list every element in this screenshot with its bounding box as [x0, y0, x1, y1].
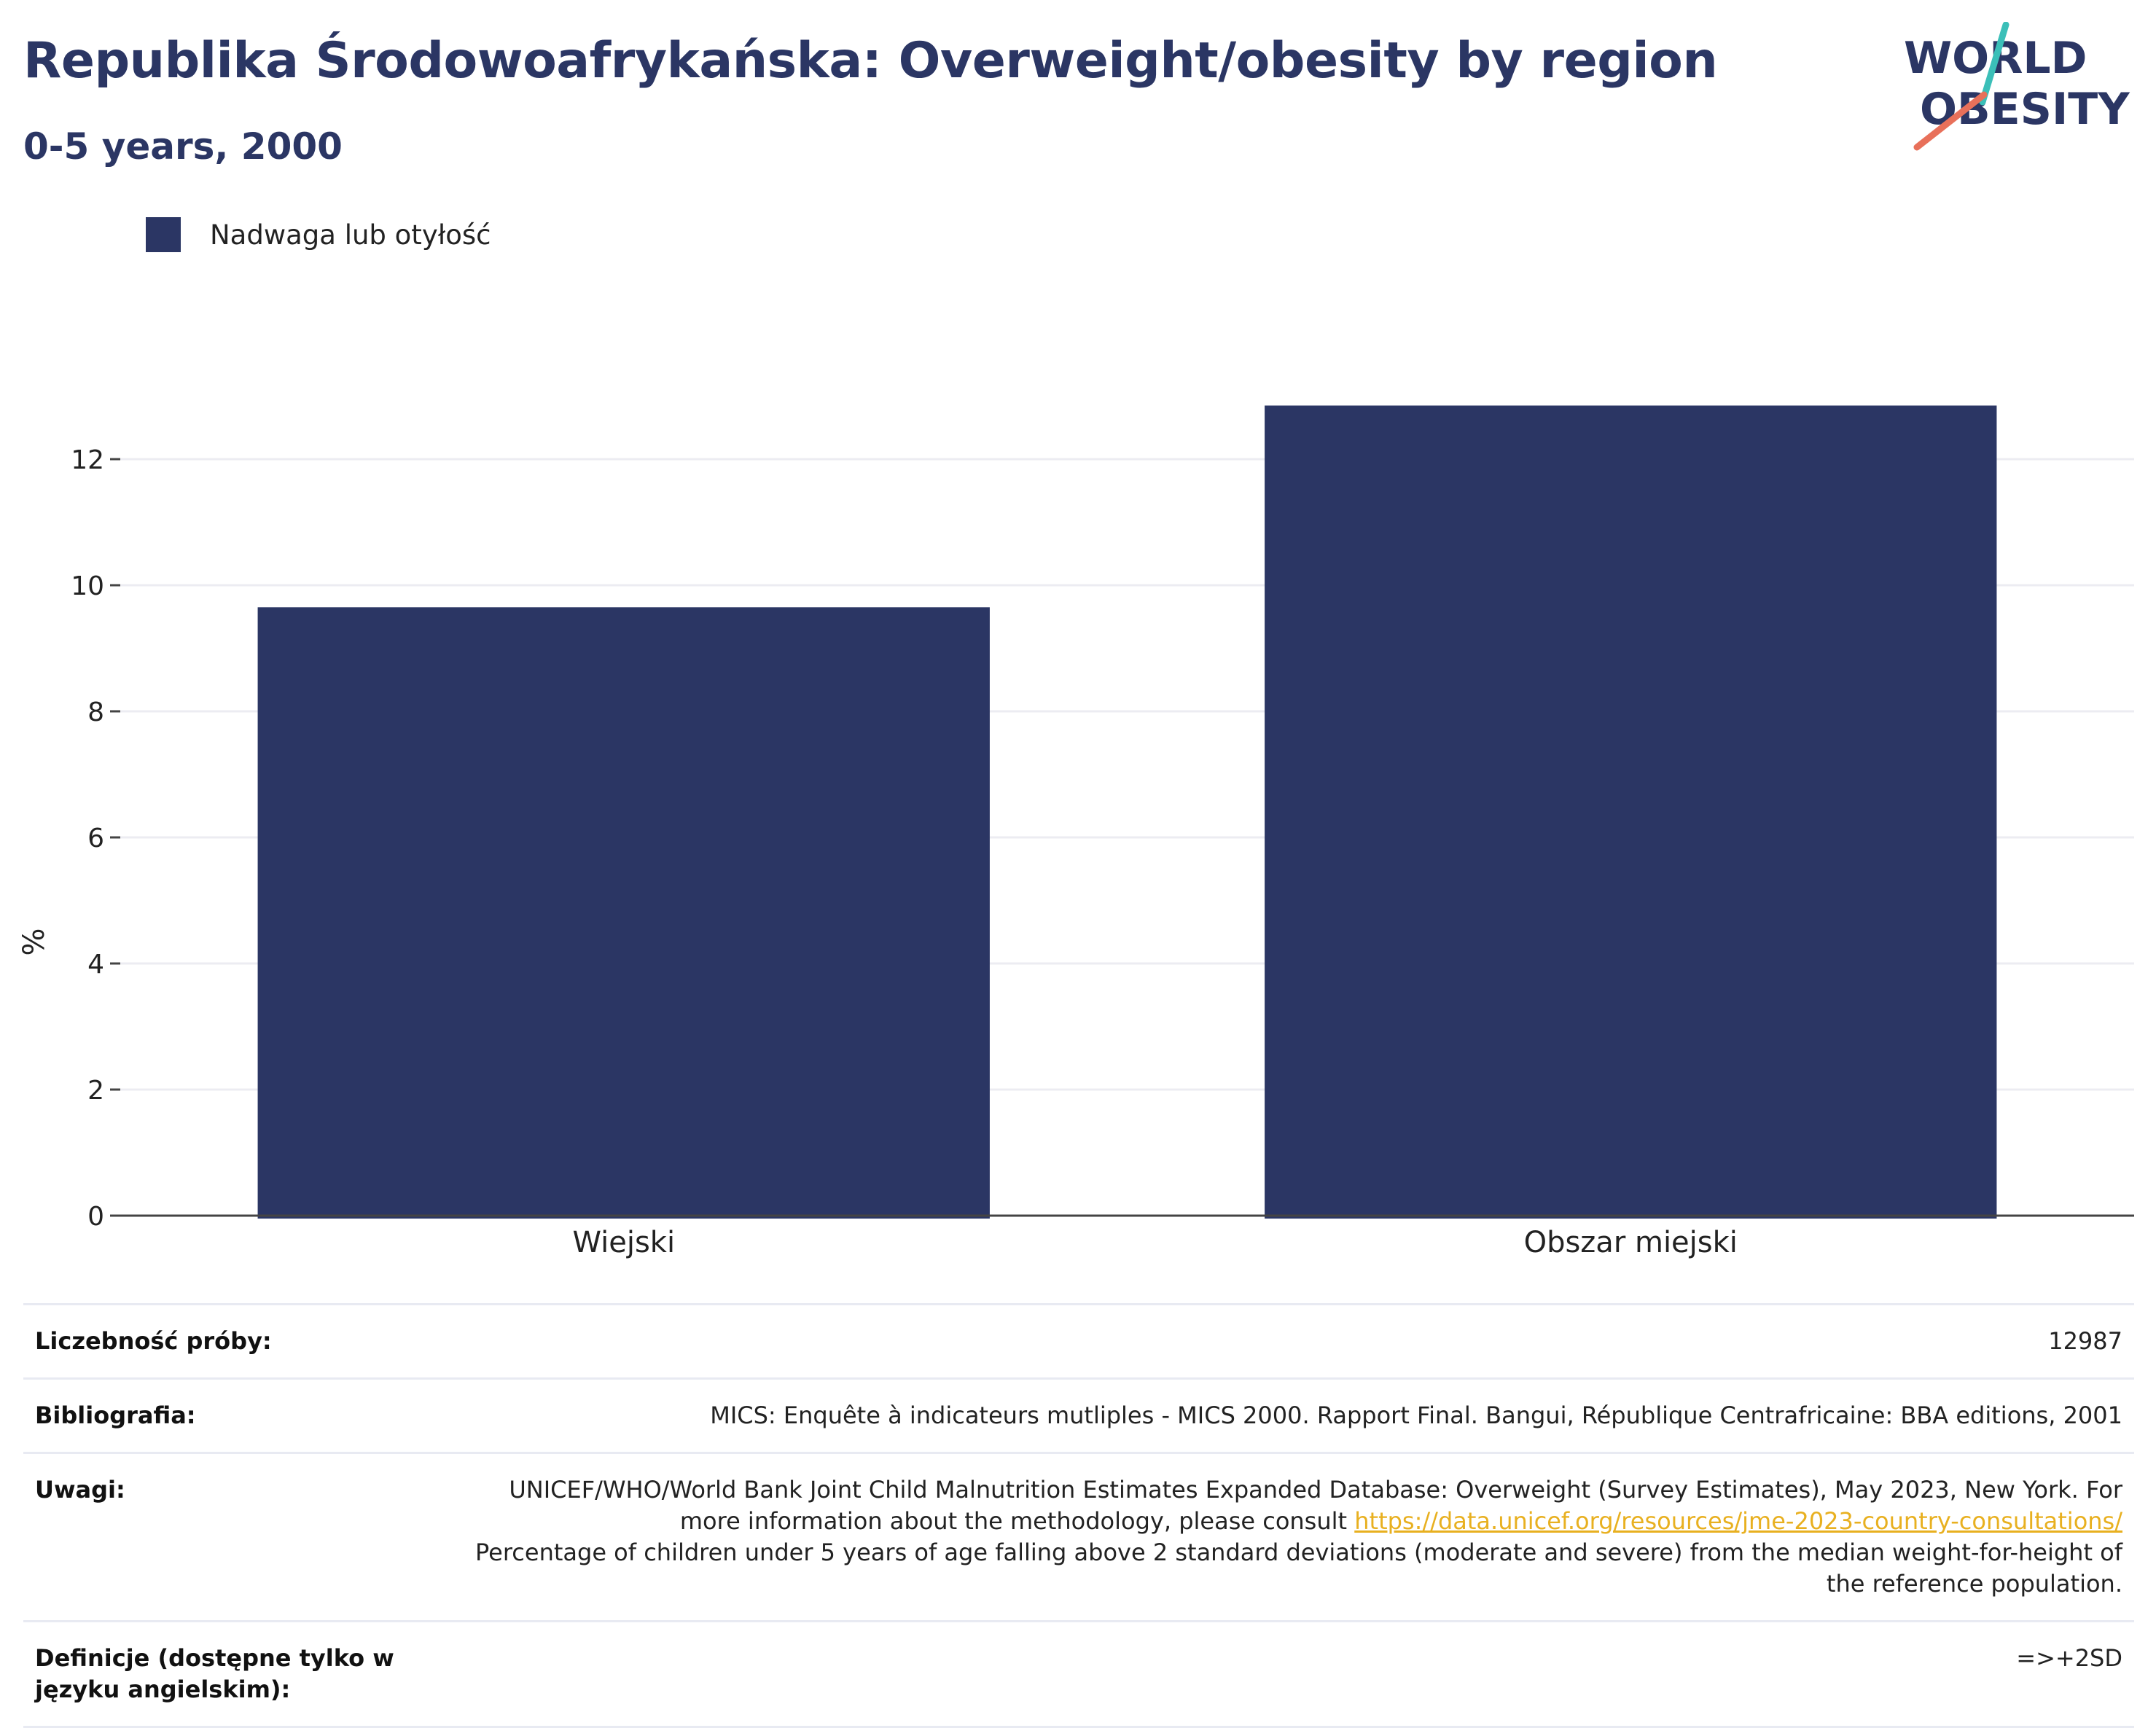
- info-row-definitions: Definicje (dostępne tylko w języku angie…: [23, 1620, 2134, 1728]
- y-tick-label: 0: [87, 1202, 104, 1232]
- bar: [1265, 405, 1997, 1219]
- y-tick-label: 4: [87, 950, 104, 980]
- info-row-notes: Uwagi: UNICEF/WHO/World Bank Joint Child…: [23, 1452, 2134, 1622]
- y-tick-label: 12: [71, 445, 104, 475]
- y-axis-label: %: [17, 928, 51, 955]
- y-tick-label: 2: [87, 1076, 104, 1106]
- sample-size-label: Liczebność próby:: [23, 1303, 472, 1379]
- bar-chart: 0 2 4 6 8 10 12 Wiejski Obszar miejski %: [17, 405, 2134, 1259]
- bibliography-label: Bibliografia:: [23, 1377, 472, 1453]
- x-category-label: Obszar miejski: [1524, 1226, 1738, 1259]
- notes-text: UNICEF/WHO/World Bank Joint Child Malnut…: [509, 1476, 2122, 1535]
- info-row-sample: Liczebność próby: 12987: [23, 1303, 2134, 1379]
- x-category-label: Wiejski: [572, 1226, 675, 1259]
- chart-legend: Nadwaga lub otyłość: [146, 217, 491, 252]
- y-tick-label: 8: [87, 697, 104, 727]
- notes-value: UNICEF/WHO/World Bank Joint Child Malnut…: [472, 1452, 2134, 1622]
- sample-size-value: 12987: [472, 1303, 2134, 1379]
- chart-subtitle: 0-5 years, 2000: [23, 125, 343, 168]
- notes-definition-text: Percentage of children under 5 years of …: [474, 1539, 2122, 1598]
- methodology-link[interactable]: https://data.unicef.org/resources/jme-20…: [1354, 1507, 2122, 1535]
- bibliography-value: MICS: Enquête à indicateurs mutliples - …: [472, 1377, 2134, 1453]
- y-tick-labels: 0 2 4 6 8 10 12: [71, 445, 120, 1232]
- bar: [257, 607, 990, 1219]
- legend-swatch: [146, 217, 181, 252]
- definitions-value: =>+2SD: [472, 1620, 2134, 1728]
- definitions-label: Definicje (dostępne tylko w języku angie…: [23, 1620, 472, 1728]
- logo-slash-teal: [1979, 22, 2009, 106]
- logo-slash-coral: [1913, 91, 1988, 151]
- chart-title: Republika Środowoafrykańska: Overweight/…: [23, 32, 1718, 90]
- world-obesity-logo: WORLD OBESITY: [1904, 22, 2130, 151]
- bars: [257, 405, 1997, 1219]
- info-table: Liczebność próby: 12987 Bibliografia: MI…: [23, 1303, 2134, 1728]
- logo-line2: OBESITY: [1920, 84, 2130, 135]
- x-category-labels: Wiejski Obszar miejski: [572, 1226, 1737, 1259]
- y-tick-label: 6: [87, 824, 104, 853]
- legend-label: Nadwaga lub otyłość: [210, 219, 491, 251]
- notes-label: Uwagi:: [23, 1452, 472, 1622]
- y-tick-label: 10: [71, 571, 104, 601]
- info-row-bibliography: Bibliografia: MICS: Enquête à indicateur…: [23, 1377, 2134, 1453]
